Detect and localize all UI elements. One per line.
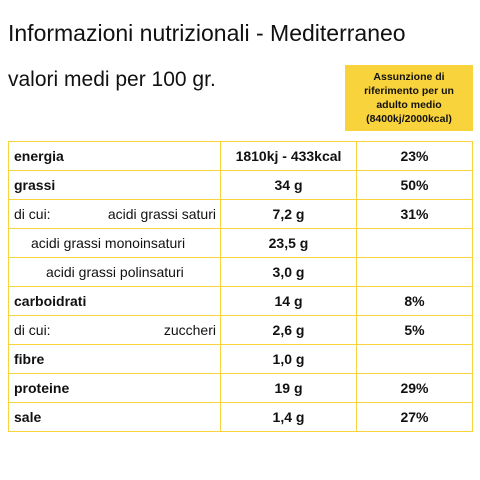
- percent-cell: 5%: [356, 315, 473, 345]
- nutrition-table: energia 1810kj - 433kcal 23% grassi 34 g 50% d…: [8, 141, 473, 432]
- label-cell: acidi grassi polinsaturi: [8, 257, 221, 287]
- row-label: sale: [14, 409, 42, 425]
- label-split: di cui: acidi grassi saturi: [14, 206, 216, 222]
- row-label: zuccheri: [163, 322, 216, 338]
- label-cell: grassi: [8, 170, 221, 200]
- percent-cell: 50%: [356, 170, 473, 200]
- label-prefix: di cui:: [14, 322, 51, 338]
- reference-box: Assunzione di riferimento per un adulto me…: [345, 65, 473, 131]
- row-label: acidi grassi saturi: [107, 206, 216, 222]
- row-value: 1,0 g: [272, 351, 305, 367]
- reference-line: (8400kj/2000kcal): [366, 113, 452, 125]
- row-value: 1,4 g: [272, 409, 305, 425]
- table-row: sale 1,4 g 27%: [8, 402, 473, 432]
- row-percent: 29%: [400, 380, 429, 396]
- value-cell: 34 g: [220, 170, 357, 200]
- row-value: 14 g: [274, 293, 303, 309]
- subtitle: valori medi per 100 gr.: [8, 68, 216, 91]
- label-cell: fibre: [8, 344, 221, 374]
- percent-cell: [356, 257, 473, 287]
- value-cell: 14 g: [220, 286, 357, 316]
- row-value: 19 g: [274, 380, 303, 396]
- value-cell: 1,4 g: [220, 402, 357, 432]
- percent-cell: 29%: [356, 373, 473, 403]
- row-label: fibre: [14, 351, 45, 367]
- table-row: carboidrati 14 g 8%: [8, 286, 473, 316]
- percent-cell: 27%: [356, 402, 473, 432]
- title: Informazioni nutrizionali - Mediterraneo: [8, 20, 406, 46]
- row-label: proteine: [14, 380, 70, 396]
- table-row: grassi 34 g 50%: [8, 170, 473, 200]
- row-value: 7,2 g: [272, 206, 305, 222]
- label-split: di cui: zuccheri: [14, 322, 216, 338]
- label-cell: di cui: acidi grassi saturi: [8, 199, 221, 229]
- label-cell: proteine: [8, 373, 221, 403]
- value-cell: 3,0 g: [220, 257, 357, 287]
- reference-line: Assunzione di: [373, 71, 445, 83]
- row-label: acidi grassi polinsaturi: [46, 264, 184, 280]
- table-row: acidi grassi polinsaturi 3,0 g: [8, 257, 473, 287]
- row-percent: 27%: [400, 409, 429, 425]
- row-value: 34 g: [274, 177, 303, 193]
- row-value: 1810kj - 433kcal: [235, 148, 342, 164]
- row-percent: 5%: [404, 322, 425, 338]
- row-percent: 23%: [400, 148, 429, 164]
- row-value: 3,0 g: [272, 264, 305, 280]
- row-label: acidi grassi monoinsaturi: [31, 235, 186, 251]
- row-percent: 8%: [404, 293, 425, 309]
- value-cell: 1810kj - 433kcal: [220, 141, 357, 171]
- value-cell: 23,5 g: [220, 228, 357, 258]
- row-percent: 50%: [400, 177, 429, 193]
- table-row: energia 1810kj - 433kcal 23%: [8, 141, 473, 171]
- table-row: acidi grassi monoinsaturi 23,5 g: [8, 228, 473, 258]
- table-row: proteine 19 g 29%: [8, 373, 473, 403]
- table-row: di cui: zuccheri 2,6 g 5%: [8, 315, 473, 345]
- label-cell: energia: [8, 141, 221, 171]
- row-percent: 31%: [400, 206, 429, 222]
- row-label: carboidrati: [14, 293, 87, 309]
- label-cell: carboidrati: [8, 286, 221, 316]
- value-cell: 1,0 g: [220, 344, 357, 374]
- value-cell: 7,2 g: [220, 199, 357, 229]
- value-cell: 19 g: [220, 373, 357, 403]
- label-cell: di cui: zuccheri: [8, 315, 221, 345]
- reference-line: adulto medio: [376, 99, 442, 111]
- reference-line: riferimento per un: [364, 85, 454, 97]
- percent-cell: [356, 344, 473, 374]
- row-label: grassi: [14, 177, 56, 193]
- label-cell: sale: [8, 402, 221, 432]
- label-prefix: di cui:: [14, 206, 51, 222]
- table-row: di cui: acidi grassi saturi 7,2 g 31%: [8, 199, 473, 229]
- percent-cell: [356, 228, 473, 258]
- row-value: 23,5 g: [268, 235, 309, 251]
- row-label: energia: [14, 148, 64, 164]
- percent-cell: 31%: [356, 199, 473, 229]
- percent-cell: 8%: [356, 286, 473, 316]
- value-cell: 2,6 g: [220, 315, 357, 345]
- table-row: fibre 1,0 g: [8, 344, 473, 374]
- row-value: 2,6 g: [272, 322, 305, 338]
- percent-cell: 23%: [356, 141, 473, 171]
- label-cell: acidi grassi monoinsaturi: [8, 228, 221, 258]
